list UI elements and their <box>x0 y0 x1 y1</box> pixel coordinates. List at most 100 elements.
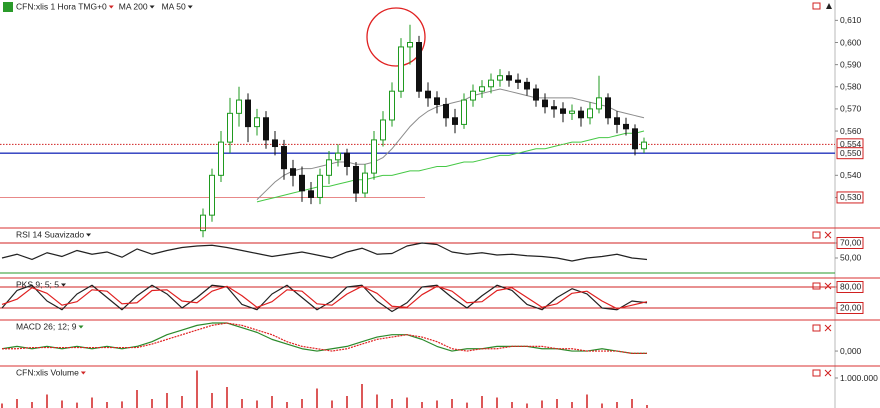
volume-bar <box>586 394 588 408</box>
candle-body <box>461 99 467 125</box>
candle-body <box>236 99 242 114</box>
volume-bar <box>61 400 63 408</box>
volume-bar <box>451 399 453 408</box>
y-tick-label: 0,580 <box>840 82 862 92</box>
volume-bar <box>151 399 153 408</box>
candle-body <box>353 165 359 194</box>
volume-bar <box>616 402 618 408</box>
close-button[interactable] <box>824 324 832 332</box>
candle-body <box>560 108 566 114</box>
tick-label-box <box>836 280 864 293</box>
panel-title: CFN:xlis 1 Hora TMG+0 <box>16 1 107 11</box>
maximize-button[interactable] <box>812 324 821 332</box>
symbol-icon[interactable] <box>3 2 13 12</box>
volume-bar <box>1 403 3 408</box>
candle-body <box>326 159 332 176</box>
panel-title: MACD 26; 12; 9 <box>16 321 77 331</box>
candle-body <box>425 90 431 99</box>
candle-body <box>263 117 269 141</box>
volume-bar <box>271 396 273 408</box>
y-tick-label: 0,540 <box>840 170 862 180</box>
candle-body <box>344 152 350 167</box>
candle-body <box>623 123 629 130</box>
maximize-button[interactable] <box>812 282 821 290</box>
dropdown-arrow[interactable] <box>61 283 66 287</box>
settings-button[interactable] <box>826 3 832 9</box>
candle-body <box>632 128 638 150</box>
tick-label-box <box>836 191 864 204</box>
volume-bar <box>46 394 48 408</box>
volume-bar <box>526 403 528 408</box>
close-button[interactable] <box>824 282 832 290</box>
volume-bar <box>601 403 603 408</box>
volume-bar <box>166 393 168 408</box>
volume-bar <box>391 399 393 408</box>
panel-controls <box>812 2 832 377</box>
candle-body <box>308 190 314 198</box>
volume-bar <box>376 394 378 408</box>
dropdown-arrow[interactable] <box>187 5 193 9</box>
y-tick-label: 1.000.000 <box>840 373 878 383</box>
candle-body <box>389 90 395 121</box>
candle-body <box>380 119 386 141</box>
indicator-line <box>1 242 648 262</box>
volume-bar <box>91 397 93 408</box>
indicator-line <box>1 285 648 310</box>
candle-body <box>218 141 224 176</box>
y-tick-label: 0,590 <box>840 59 862 69</box>
y-tick-label: 80,00 <box>840 282 862 292</box>
y-tick-label: 50,00 <box>840 253 862 263</box>
candle-body <box>524 81 530 90</box>
candle-body <box>434 97 440 105</box>
volume-bar <box>406 397 408 408</box>
candle-body <box>470 90 476 101</box>
candle-body <box>317 174 323 198</box>
close-button[interactable] <box>824 231 832 239</box>
candle-body <box>506 75 512 81</box>
candle-body <box>416 42 422 92</box>
maximize-button[interactable] <box>812 2 821 10</box>
close-button[interactable] <box>824 369 832 377</box>
dropdown-arrow[interactable] <box>78 325 84 329</box>
dropdown-arrow[interactable] <box>108 5 114 9</box>
candle-body <box>299 174 305 192</box>
y-tick-label: 70,00 <box>840 238 862 248</box>
candle-body <box>596 97 602 110</box>
legend-entry: MA 50 <box>162 1 186 11</box>
dropdown-arrow[interactable] <box>149 5 155 9</box>
volume-bar <box>121 401 123 408</box>
candle-body <box>362 172 368 194</box>
y-tick-label: 0,570 <box>840 104 862 114</box>
dropdown-arrow[interactable] <box>80 371 86 375</box>
volume-bar <box>556 399 558 408</box>
candle-body <box>398 46 404 92</box>
volume-bar <box>466 402 468 408</box>
volume-bar <box>76 402 78 408</box>
volume-bar <box>541 400 543 408</box>
volume-bar <box>571 402 573 408</box>
candle-body <box>479 86 485 92</box>
candle-body <box>371 139 377 174</box>
y-tick-label: 20,00 <box>840 303 862 313</box>
candle-body <box>497 75 503 81</box>
candle-body <box>407 42 413 48</box>
y-tick-label: 0,000 <box>840 346 862 356</box>
tick-label-box <box>836 236 864 249</box>
y-tick-label: 0,530 <box>840 192 862 202</box>
moving-average <box>256 88 645 201</box>
legend-entry: MA 200 <box>119 1 148 11</box>
candle-body <box>533 88 539 101</box>
candle-body <box>578 110 584 119</box>
dropdown-arrow[interactable] <box>86 233 92 237</box>
candle-body <box>569 110 575 114</box>
volume-bar <box>136 390 138 408</box>
panel-title: RSI 14 Suavizado <box>16 229 84 239</box>
indicator-line <box>1 284 648 313</box>
maximize-button[interactable] <box>812 231 821 239</box>
volume-bar <box>631 399 633 408</box>
volume-bar <box>16 399 18 408</box>
candle-body <box>614 117 620 125</box>
maximize-button[interactable] <box>812 369 821 377</box>
volume-bar <box>511 402 513 408</box>
